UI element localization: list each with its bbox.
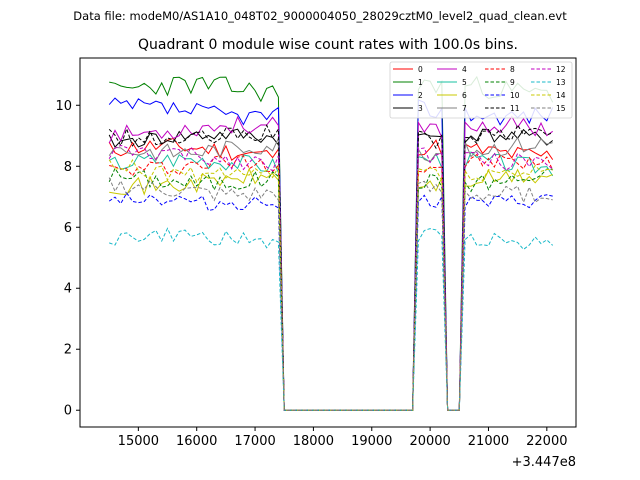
x-tick-label: 21000 — [468, 434, 509, 449]
axes-frame — [79, 57, 577, 428]
legend-label: 7 — [462, 104, 467, 113]
series-layer — [108, 75, 554, 411]
legend-label: 9 — [510, 78, 515, 87]
x-tick-label: 20000 — [409, 434, 450, 449]
chart-title: Quadrant 0 module wise count rates with … — [138, 37, 518, 53]
legend-entry-10: 10 — [485, 91, 520, 100]
x-axis-offset-label: +3.447e8 — [512, 455, 576, 470]
legend-entry-1: 1 — [393, 78, 423, 87]
legend-entry-13: 13 — [531, 78, 566, 87]
legend-label: 2 — [418, 91, 423, 100]
legend-entry-5: 5 — [437, 78, 467, 87]
legend-entry-4: 4 — [437, 65, 467, 74]
x-axis-ticks: 15000 16000 17000 18000 19000 20000 21000 22000 — [118, 427, 568, 449]
legend-label: 3 — [418, 104, 423, 113]
series-line-9 — [108, 167, 553, 411]
legend-entry-0: 0 — [393, 65, 423, 74]
legend-entry-8: 8 — [485, 65, 515, 74]
legend-label: 8 — [510, 65, 515, 74]
y-tick-label: 0 — [64, 404, 72, 419]
y-tick-label: 4 — [64, 282, 72, 297]
y-tick-label: 8 — [64, 160, 72, 175]
series-line-10 — [108, 192, 553, 411]
legend-label: 10 — [510, 91, 520, 100]
legend-entry-15: 15 — [531, 104, 566, 113]
legend-entry-6: 6 — [437, 91, 467, 100]
legend-label: 4 — [462, 65, 467, 74]
plot-area: 15000 16000 17000 18000 19000 20000 21000 22000… — [55, 57, 577, 470]
legend-label: 11 — [510, 104, 520, 113]
x-tick-label: 18000 — [293, 434, 334, 449]
legend-entry-9: 9 — [485, 78, 515, 87]
legend-entry-14: 14 — [531, 91, 566, 100]
legend-label: 5 — [462, 78, 467, 87]
y-tick-label: 2 — [64, 343, 72, 358]
legend-entry-2: 2 — [393, 91, 423, 100]
x-tick-label: 22000 — [526, 434, 567, 449]
legend-entry-3: 3 — [393, 104, 423, 113]
y-axis-ticks: 0 2 4 6 8 10 — [55, 99, 80, 419]
series-line-8 — [109, 153, 554, 411]
x-tick-label: 19000 — [351, 434, 392, 449]
legend-label: 13 — [556, 78, 566, 87]
legend-entry-11: 11 — [485, 104, 520, 113]
legend-label: 6 — [462, 91, 467, 100]
legend-label: 12 — [556, 65, 566, 74]
suptitle: Data file: modeM0/AS1A10_048T02_90000040… — [73, 9, 567, 23]
legend-label: 14 — [556, 91, 566, 100]
legend-label: 0 — [418, 65, 423, 74]
legend-entry-7: 7 — [437, 104, 467, 113]
x-tick-label: 15000 — [118, 434, 159, 449]
x-tick-label: 17000 — [234, 434, 275, 449]
x-tick-label: 16000 — [176, 434, 217, 449]
legend-label: 15 — [556, 104, 566, 113]
y-tick-label: 6 — [64, 221, 72, 236]
series-line-15 — [108, 177, 553, 411]
legend-box — [389, 61, 573, 119]
legend-entry-12: 12 — [531, 65, 566, 74]
y-tick-label: 10 — [55, 99, 72, 114]
legend-label: 1 — [418, 78, 423, 87]
